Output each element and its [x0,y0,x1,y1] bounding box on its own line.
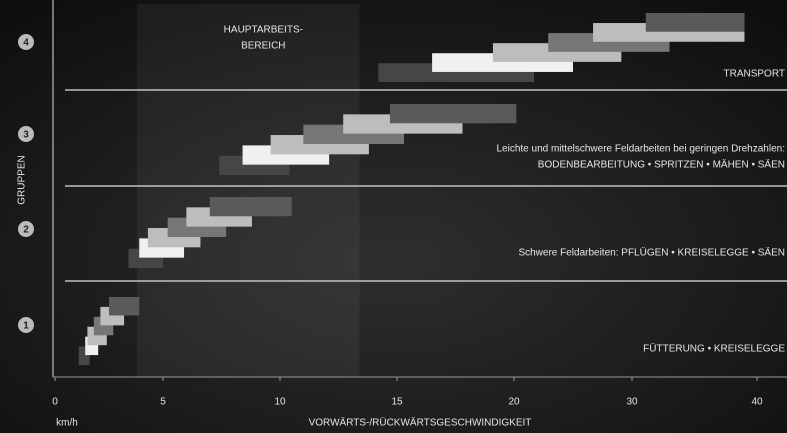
group-badge [18,34,34,50]
x-tick-label: 30 [626,397,638,408]
gear-bar [109,297,140,316]
x-tick-label: 15 [391,397,403,408]
group-badge [18,126,34,142]
group-annotation: BODENBEARBEITUNG • SPRITZEN • MÄHEN • SÄ… [538,159,785,171]
x-tick-label: 10 [274,397,286,408]
x-tick-label: 20 [508,397,520,408]
group-label: 4 [23,38,29,49]
main-area [137,4,360,377]
group-badge [18,221,34,237]
main-area-label: BEREICH [241,41,285,52]
group-label: 1 [23,321,29,332]
x-axis-label: VORWÄRTS-/RÜCKWÄRTSGESCHWINDIGKEIT [309,417,532,429]
group-badge [18,317,34,333]
group-annotation: Leichte und mittelschwere Feldarbeiten b… [496,144,785,155]
y-axis-label: GRUPPEN [17,155,28,204]
main-area-label: HAUPTARBEITS- [224,25,303,36]
x-unit: km/h [56,418,78,429]
gear-bar [389,104,517,124]
x-tick-label: 5 [160,397,166,408]
group-label: 3 [23,130,29,141]
gear-bar [78,346,90,365]
group-annotation: TRANSPORT [724,69,786,80]
group-annotation: Schwere Feldarbeiten: PFLÜGEN • KREISELE… [518,247,785,259]
gear-bar [209,197,292,217]
group-annotation: FÜTTERUNG • KREISELEGGE [643,343,785,355]
x-tick-label: 40 [751,397,763,408]
x-tick-label: 0 [52,397,58,408]
gear-bar [645,13,745,32]
group-label: 2 [23,225,29,236]
